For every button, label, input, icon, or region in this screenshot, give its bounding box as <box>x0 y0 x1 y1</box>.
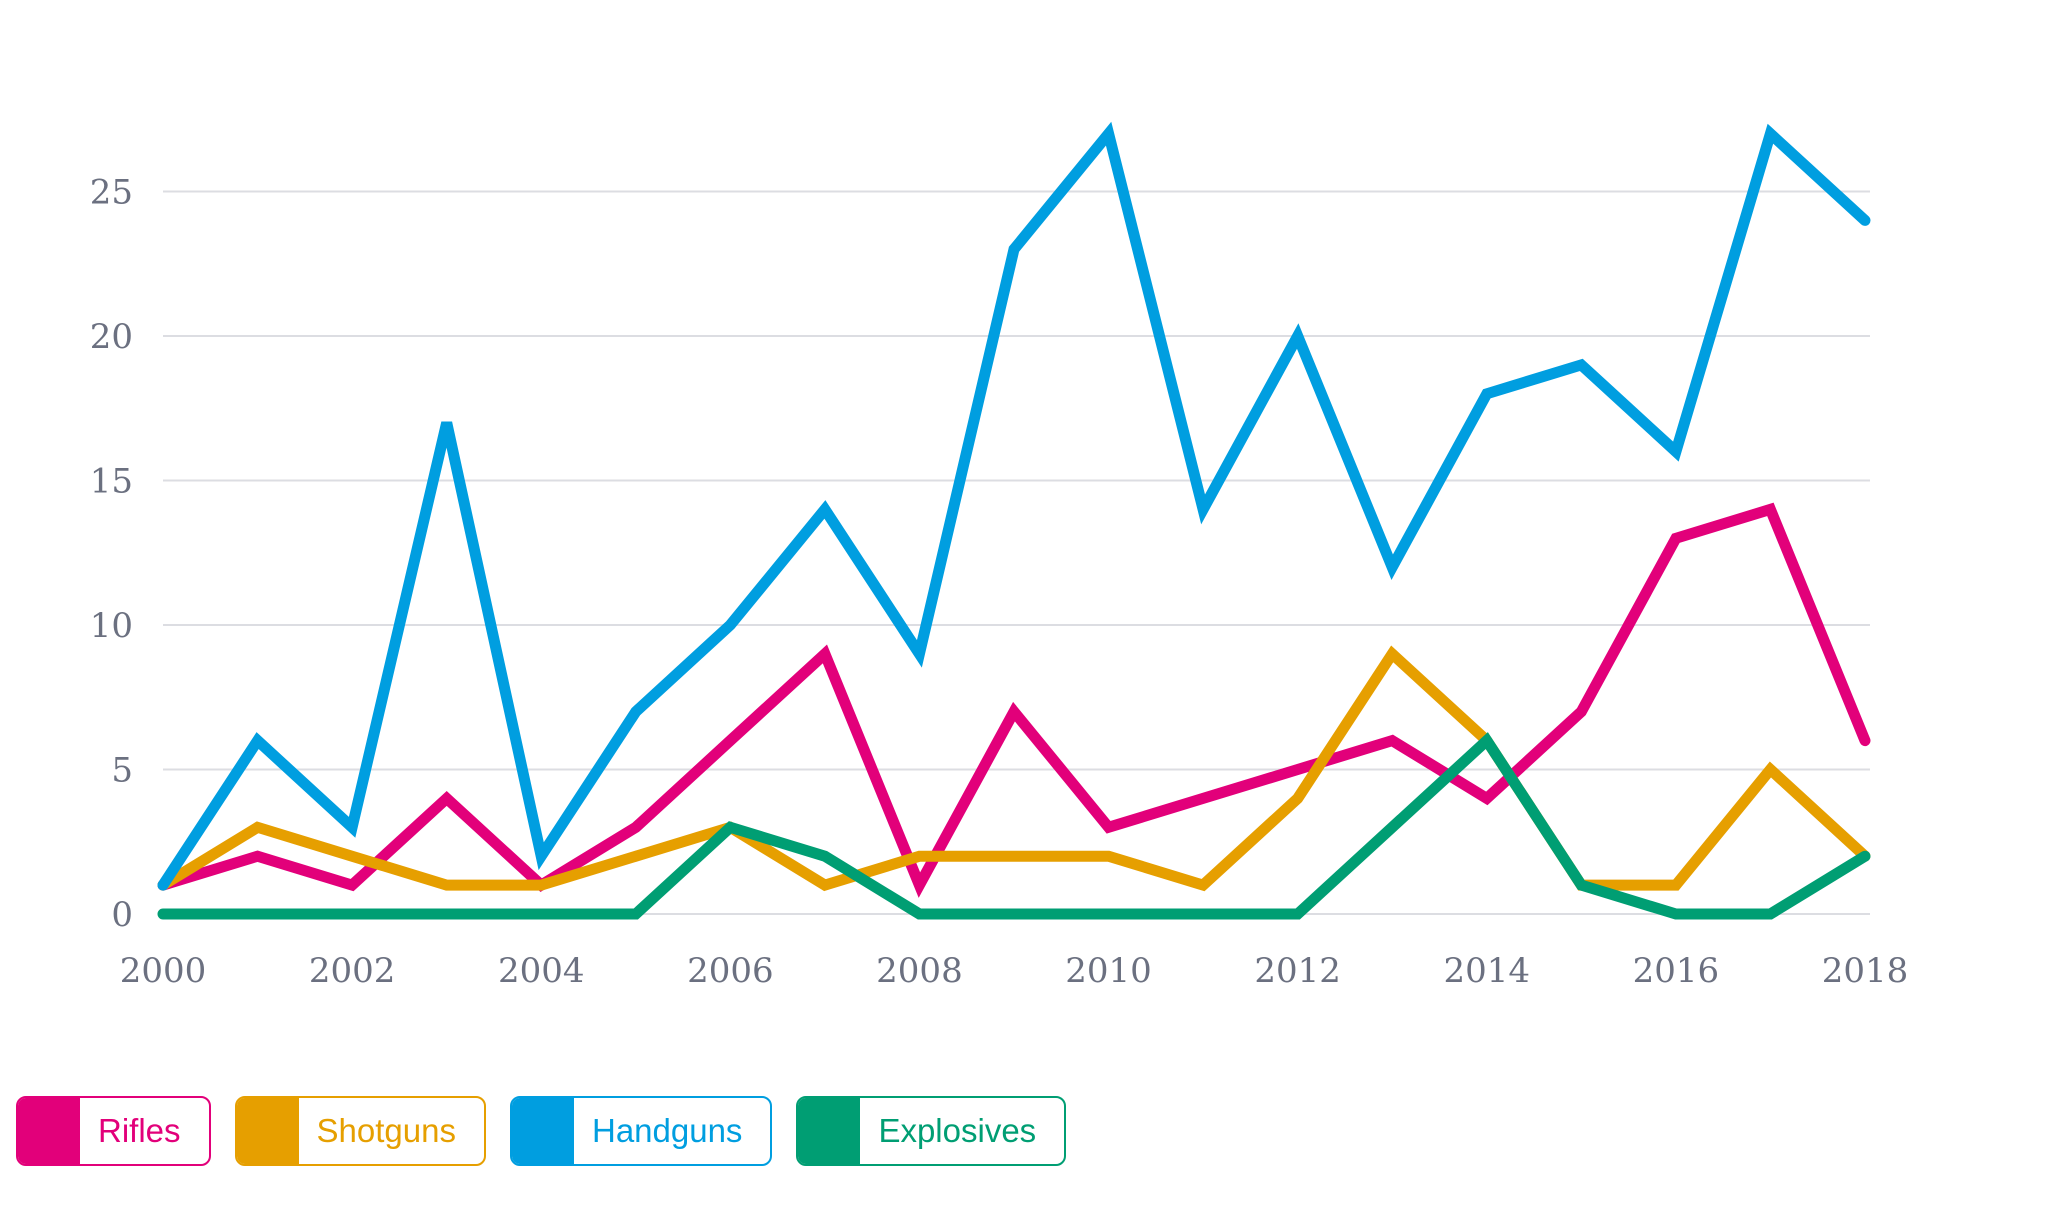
legend-label: Handguns <box>591 1112 743 1149</box>
legend-item-handguns[interactable]: Handguns <box>509 1096 773 1166</box>
y-axis-ticks: 0 5 10 15 20 25 <box>90 173 133 936</box>
legend-label: Shotguns <box>316 1112 456 1149</box>
grid-lines <box>163 190 1870 915</box>
chart-area: 0 5 10 15 20 25 2000 2002 2004 2006 2008 2010 2012 2… <box>90 121 1909 991</box>
legend: Rifles Shotguns Handguns Explosives <box>16 1096 1067 1170</box>
x-tick-label: 2004 <box>498 951 585 991</box>
x-tick-label: 2002 <box>309 951 396 991</box>
legend-swatch <box>18 1098 80 1164</box>
y-tick-label: 25 <box>90 173 133 213</box>
x-tick-label: 2010 <box>1065 951 1152 991</box>
series-line-handguns <box>157 121 1871 891</box>
x-tick-label: 2006 <box>687 951 774 991</box>
series-line-rifles <box>157 502 1871 898</box>
x-tick-label: 2014 <box>1444 951 1531 991</box>
x-tick-label: 2008 <box>876 951 963 991</box>
legend-item-rifles[interactable]: Rifles <box>16 1096 211 1166</box>
x-tick-label: 2000 <box>120 951 207 991</box>
x-tick-label: 2012 <box>1254 951 1341 991</box>
legend-swatch <box>236 1098 299 1164</box>
legend-swatch <box>798 1098 861 1164</box>
y-tick-label: 10 <box>90 606 133 646</box>
y-tick-label: 5 <box>111 751 133 791</box>
legend-swatch <box>511 1098 574 1164</box>
x-tick-label: 2016 <box>1633 951 1720 991</box>
legend-label: Explosives <box>878 1112 1037 1149</box>
x-tick-label: 2018 <box>1822 951 1909 991</box>
y-tick-label: 20 <box>90 317 133 357</box>
y-tick-label: 15 <box>90 462 133 502</box>
x-axis-ticks: 2000 2002 2004 2006 2008 2010 2012 2014 2016 2018 <box>120 951 1909 991</box>
legend-label: Rifles <box>98 1112 181 1149</box>
series-line-explosives <box>157 732 1871 920</box>
series-lines <box>157 121 1871 920</box>
legend-item-shotguns[interactable]: Shotguns <box>234 1096 486 1166</box>
y-tick-label: 0 <box>111 895 133 935</box>
legend-item-explosives[interactable]: Explosives <box>796 1096 1067 1166</box>
